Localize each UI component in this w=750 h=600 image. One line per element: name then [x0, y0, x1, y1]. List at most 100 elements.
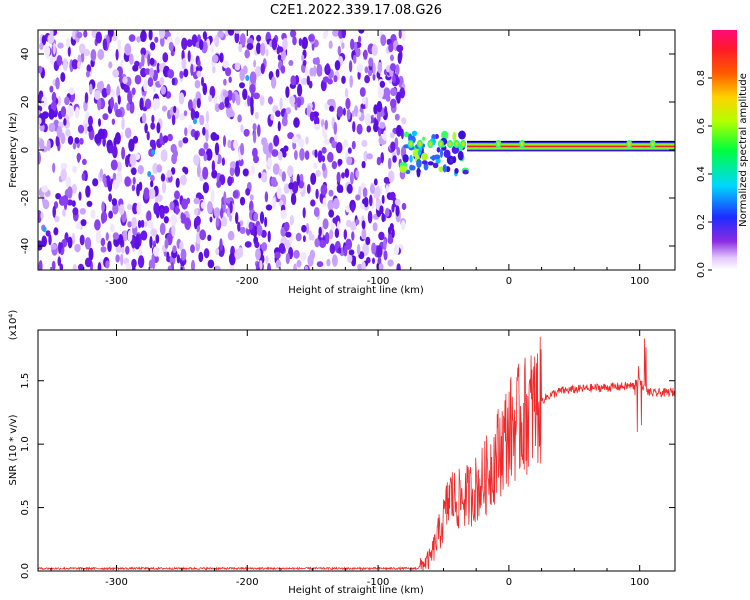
- heatmap-cell: [285, 231, 292, 238]
- heatmap-cell: [130, 167, 137, 176]
- heatmap-cell: [176, 254, 181, 264]
- heatmap-cell: [111, 118, 116, 125]
- heatmap-cell: [395, 64, 400, 76]
- heatmap-cells: [38, 30, 675, 270]
- heatmap-cell: [86, 64, 92, 73]
- heatmap-cell: [281, 171, 286, 182]
- heatmap-cell: [191, 259, 195, 270]
- heatmap-cell: [345, 97, 351, 110]
- heatmap-cell: [141, 113, 147, 124]
- heatmap-cell: [348, 249, 355, 256]
- heatmap-cell: [147, 77, 154, 87]
- heatmap-cell: [333, 75, 338, 83]
- heatmap-cell: [158, 30, 166, 39]
- heatmap-cell: [325, 63, 330, 73]
- heatmap-cell: [131, 87, 136, 96]
- heatmap-cell: [347, 147, 352, 154]
- heatmap-cell: [346, 156, 353, 166]
- heatmap-cell: [271, 37, 278, 51]
- heatmap-cell: [90, 209, 96, 219]
- heatmap-cell: [54, 215, 60, 223]
- heatmap-cell: [250, 103, 254, 116]
- heatmap-cell: [101, 201, 105, 212]
- heatmap-cell: [256, 42, 261, 55]
- heatmap-cell: [178, 140, 183, 148]
- heatmap-cell: [401, 220, 406, 231]
- heatmap-cell: [321, 146, 327, 154]
- heatmap-cell: [267, 230, 271, 243]
- heatmap-cell: [109, 224, 115, 233]
- heatmap-cell: [223, 78, 227, 86]
- heatmap-cell: [254, 241, 260, 249]
- heatmap-cell: [288, 182, 294, 190]
- heatmap-cell: [296, 259, 302, 268]
- heatmap-cell: [52, 205, 56, 218]
- heatmap-cell: [184, 167, 189, 175]
- heatmap-cell: [82, 158, 87, 165]
- heatmap-cell: [151, 149, 156, 156]
- heatmap-cell: [238, 43, 243, 53]
- heatmap-cell: [239, 33, 246, 47]
- heatmap-cell: [199, 229, 207, 241]
- heatmap-cell: [95, 31, 103, 44]
- heatmap-cell: [334, 60, 341, 71]
- heatmap-cell: [371, 44, 378, 56]
- heatmap-cell: [60, 162, 68, 170]
- heatmap-cell: [390, 54, 394, 62]
- heatmap-cell: [105, 260, 110, 269]
- heatmap-cell: [275, 259, 282, 269]
- heatmap-cell: [124, 127, 132, 139]
- heatmap-cell: [215, 247, 220, 256]
- colorbar-tick-label: 0.2: [696, 214, 707, 230]
- heatmap-cell: [79, 234, 85, 246]
- heatmap-cell: [326, 258, 331, 267]
- heatmap-cell: [160, 86, 167, 95]
- heatmap-cell: [321, 155, 325, 163]
- heatmap-cell: [239, 196, 246, 206]
- heatmap-cell: [240, 124, 244, 133]
- heatmap-cell: [252, 123, 257, 132]
- heatmap-cell: [105, 232, 110, 241]
- heatmap-cell: [52, 42, 56, 55]
- snr-line: [38, 336, 675, 571]
- heatmap-cell: [253, 59, 257, 68]
- heatmap-cell: [67, 186, 73, 199]
- heatmap-cell: [385, 184, 390, 195]
- heatmap-cell: [346, 183, 353, 194]
- heatmap-cell: [41, 111, 49, 119]
- heatmap-cell: [389, 191, 396, 201]
- heatmap-cell: [74, 243, 81, 253]
- colorbar-tick-label: 0.4: [696, 166, 707, 182]
- heatmap-cell: [132, 265, 136, 270]
- heatmap-cell: [296, 97, 302, 108]
- heatmap-cell: [397, 52, 402, 65]
- heatmap-cell: [51, 260, 56, 270]
- heatmap-cell: [228, 76, 232, 83]
- heatmap-cell: [315, 169, 321, 177]
- heatmap-cell: [405, 169, 411, 175]
- heatmap-cell: [78, 263, 84, 270]
- heatmap-cell: [287, 165, 294, 178]
- heatmap-cell: [328, 40, 333, 49]
- heatmap-cell: [301, 54, 305, 62]
- heatmap-cell: [108, 61, 113, 69]
- heatmap-cell: [180, 248, 187, 261]
- heatmap-cell: [152, 246, 160, 257]
- heatmap-cell: [179, 113, 186, 121]
- heatmap-cell: [55, 193, 61, 200]
- y-tick-label: 0.5: [20, 500, 31, 516]
- heatmap-cell: [293, 249, 300, 259]
- heatmap-cell: [202, 126, 206, 136]
- heatmap-cell: [248, 221, 254, 230]
- heatmap-cell: [285, 253, 290, 265]
- heatmap-cell: [194, 79, 201, 89]
- heatmap-cell: [352, 54, 357, 64]
- heatmap-cell: [390, 63, 396, 72]
- heatmap-cell: [496, 142, 500, 146]
- heatmap-cell: [388, 43, 394, 53]
- heatmap-cell: [291, 136, 299, 144]
- heatmap-cell: [349, 75, 354, 88]
- x-tick-label: -300: [105, 276, 128, 287]
- heatmap-cell: [94, 89, 101, 101]
- heatmap-cell: [170, 50, 175, 57]
